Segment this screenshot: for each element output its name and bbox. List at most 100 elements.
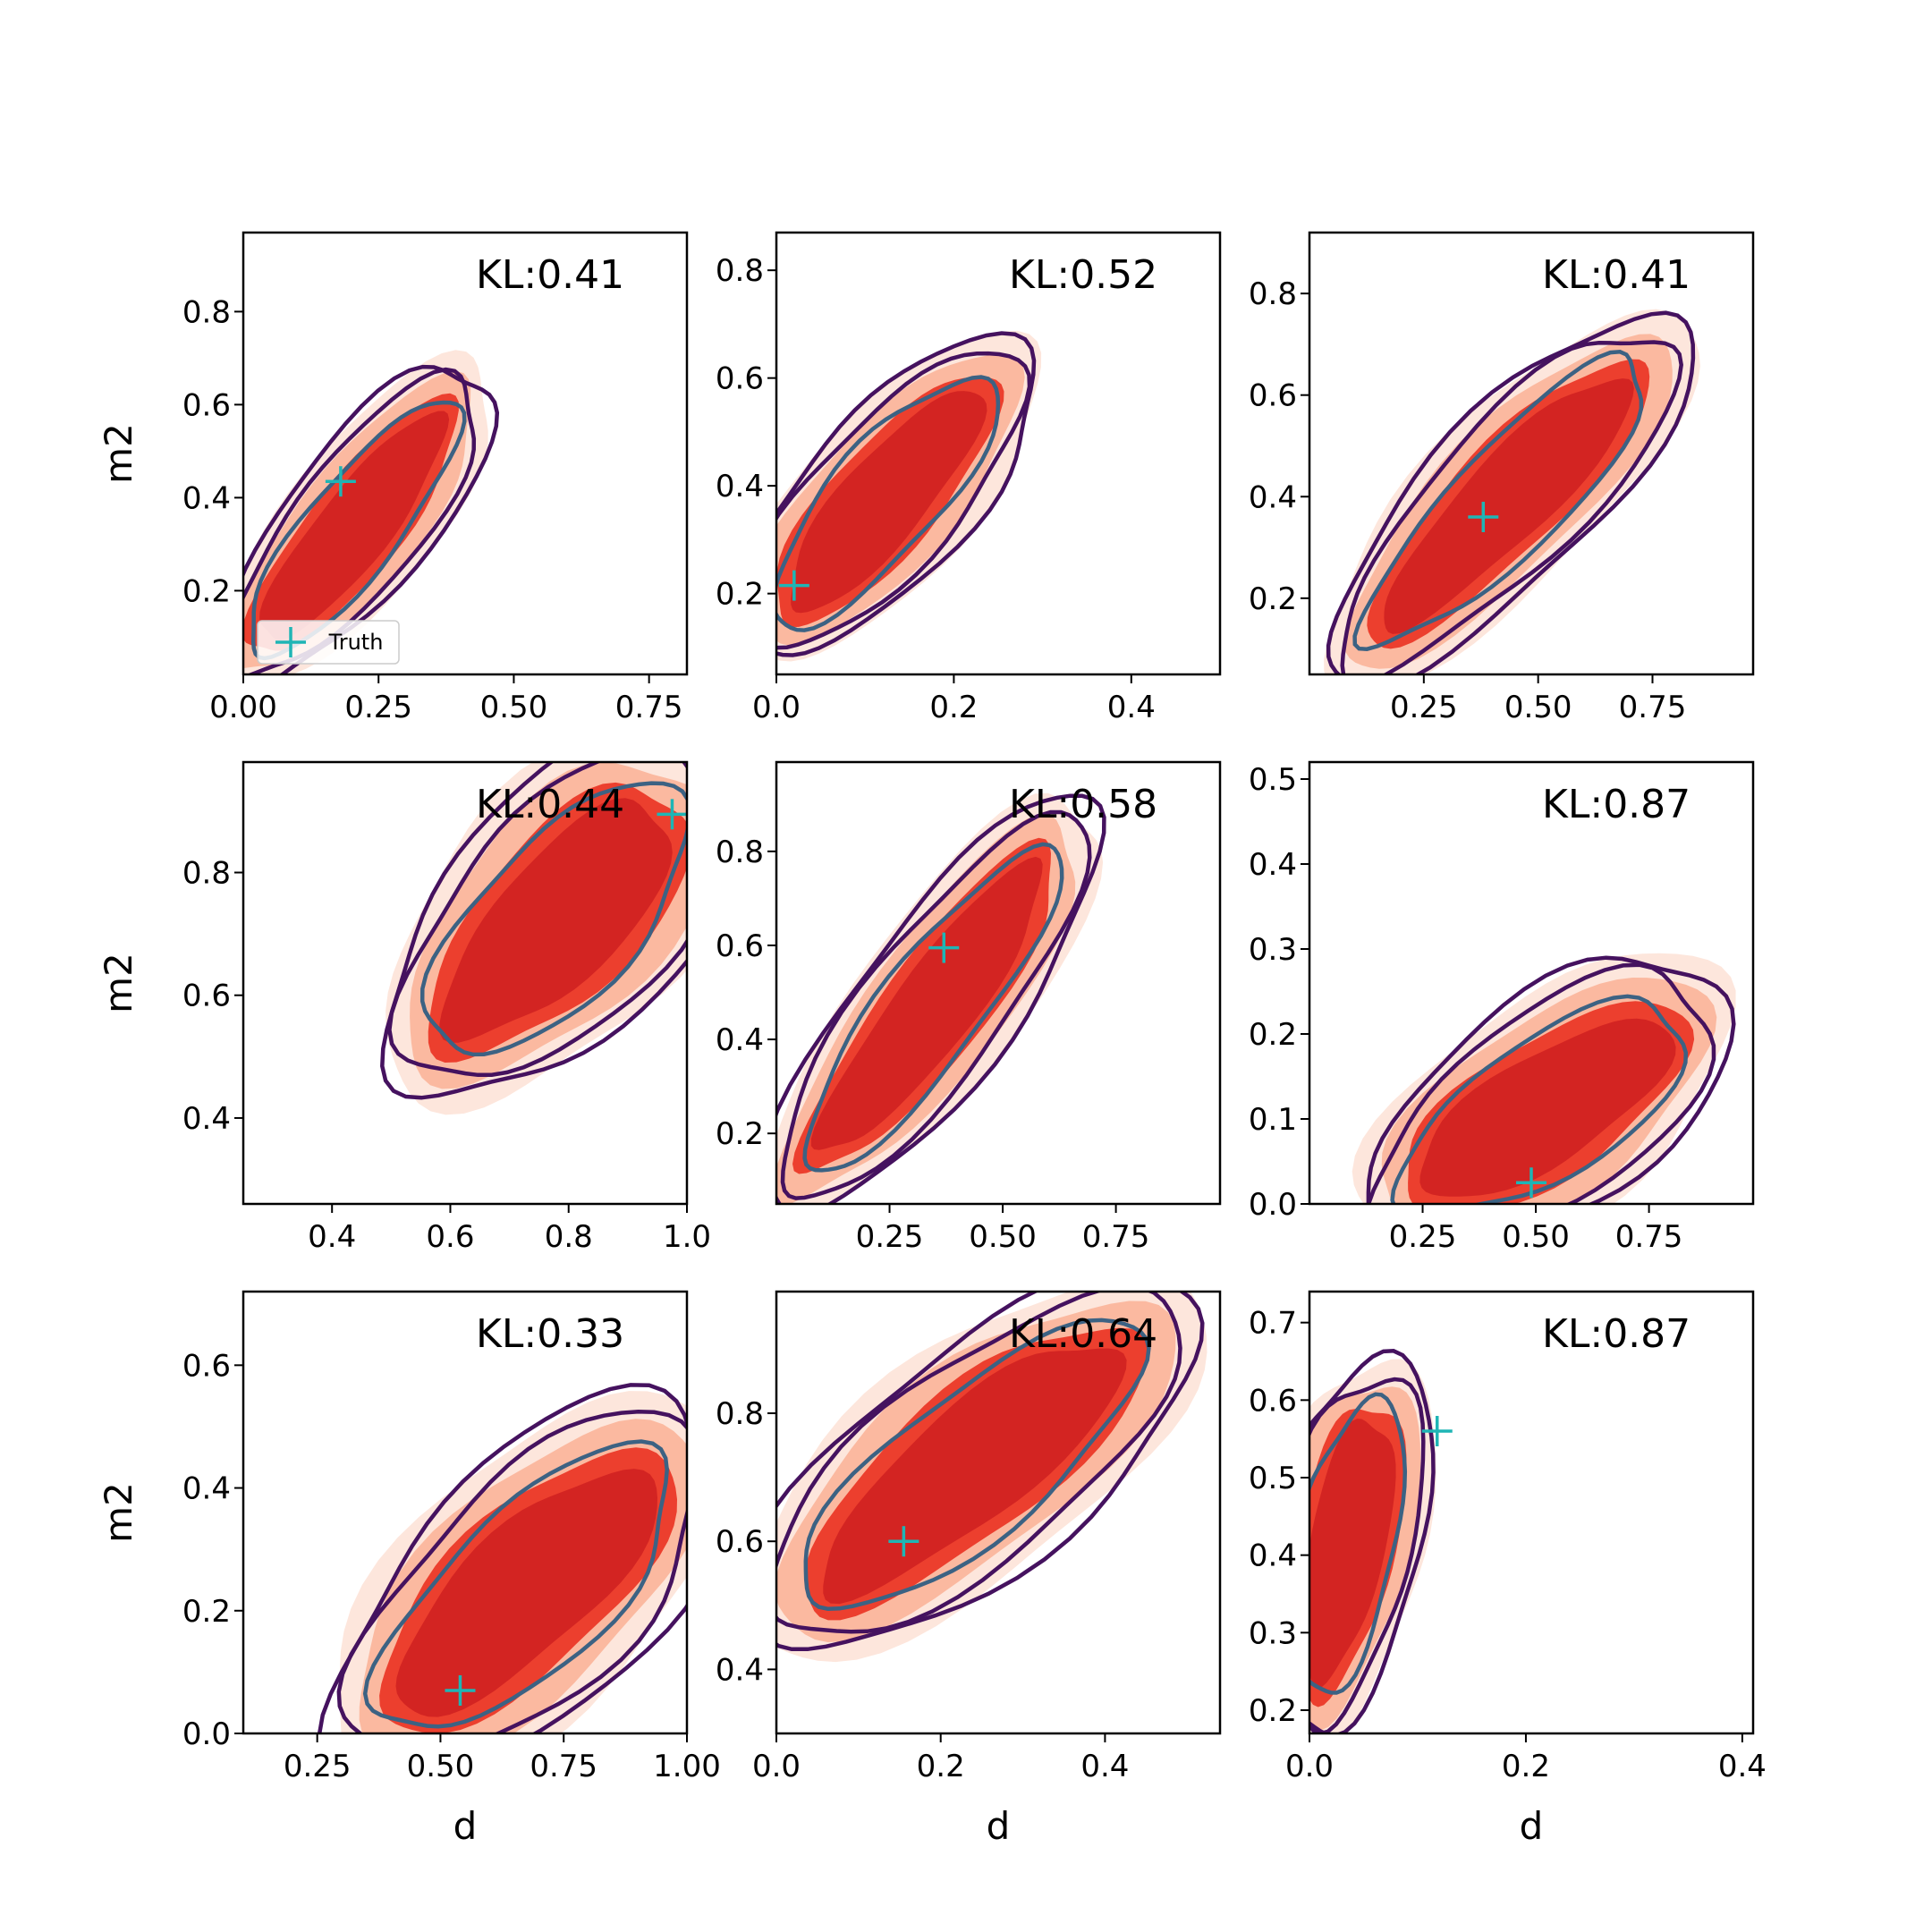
x-tick-label: 0.50	[1502, 1219, 1570, 1255]
x-tick-label: 0.50	[480, 690, 548, 725]
y-tick-label: 0.4	[182, 1101, 231, 1137]
contours	[243, 350, 500, 674]
contours	[1324, 309, 1700, 674]
y-tick-label: 0.4	[1249, 479, 1297, 515]
y-tick-label: 0.0	[1249, 1187, 1297, 1223]
y-tick-label: 0.8	[1249, 276, 1297, 312]
contours	[776, 330, 1042, 662]
y-tick-label: 0.7	[1249, 1306, 1297, 1342]
x-tick-label: 0.75	[1619, 690, 1687, 725]
axes-frame	[1308, 231, 1755, 676]
outer-contour-line	[1309, 1349, 1436, 1733]
kl-annotation: KL:0.41	[476, 252, 624, 298]
axes-frame	[242, 760, 689, 1206]
panel-4: 0.4 0.6 0.8 1.0 0.4 0.6 0.8 KL:0.44 m2	[97, 760, 711, 1255]
kl-annotation: KL:0.87	[1542, 782, 1690, 827]
axes-frame	[1308, 1290, 1755, 1735]
truth-marker	[1421, 1416, 1453, 1446]
inner-contour-line	[1390, 994, 1689, 1204]
density-fill-level-4	[1419, 1018, 1676, 1197]
contours	[776, 792, 1106, 1204]
middle-contour-line	[1340, 340, 1683, 674]
y-tick-label: 0.2	[182, 573, 231, 609]
inner-contour-line	[250, 400, 467, 661]
y-tick-label: 0.8	[716, 835, 764, 870]
outer-contour-line	[776, 1292, 1205, 1652]
x-tick-label: 0.25	[1389, 1219, 1457, 1255]
y-tick-label: 0.6	[182, 1348, 231, 1384]
y-tick-label: 0.5	[1249, 762, 1297, 798]
contours	[380, 762, 687, 1115]
x-tick-label: 0.25	[856, 1219, 924, 1255]
middle-contour-line	[780, 809, 1092, 1200]
contours	[1352, 953, 1736, 1204]
outer-contour-line	[776, 331, 1037, 657]
x-tick-label: 0.25	[284, 1749, 352, 1784]
panel-9: 0.0 0.2 0.4 0.2 0.3 0.4 0.5 0.6 0.7 KL:0.87 d	[1249, 1290, 1767, 1848]
inner-contour-line	[803, 1318, 1151, 1612]
y-tick-label: 0.8	[182, 856, 231, 892]
panel-8: 0.0 0.2 0.4 0.4 0.6 0.8 KL:0.64 d	[716, 1290, 1222, 1848]
x-tick-label: 0.25	[1390, 690, 1458, 725]
density-fill-level-4	[259, 411, 450, 640]
x-tick-label: 0.2	[917, 1749, 965, 1784]
y-axis-label: m2	[97, 423, 140, 484]
y-tick-label: 0.1	[1249, 1102, 1297, 1138]
outer-contour-line	[317, 1383, 687, 1733]
outer-contour-line	[1326, 310, 1696, 674]
middle-contour-line	[387, 762, 687, 1078]
density-fill-level-4	[1309, 1419, 1396, 1689]
truth-marker	[778, 570, 809, 601]
y-tick-label: 0.8	[716, 1396, 764, 1432]
y-tick-label: 0.5	[1249, 1461, 1297, 1496]
y-tick-label: 0.0	[182, 1716, 231, 1752]
axes-frame	[242, 231, 689, 676]
y-axis-label: m2	[97, 953, 140, 1013]
x-tick-label: 1.00	[653, 1749, 721, 1784]
inner-contour-line	[802, 842, 1064, 1173]
panel-2: 0.0 0.2 0.4 0.2 0.4 0.6 0.8 KL:0.52	[716, 231, 1222, 725]
panel-5: 0.25 0.50 0.75 0.2 0.4 0.6 0.8 KL:0.58	[716, 760, 1222, 1255]
x-axis-label: d	[1520, 1804, 1544, 1848]
x-tick-label: 0.75	[1615, 1219, 1683, 1255]
axes-frame	[775, 760, 1222, 1206]
x-tick-label: 0.2	[1502, 1749, 1550, 1784]
inner-contour-line	[419, 781, 687, 1057]
y-axis-label: m2	[97, 1482, 140, 1543]
x-axis-label: d	[987, 1804, 1011, 1848]
panel-3: 0.25 0.50 0.75 0.2 0.4 0.6 0.8 KL:0.41	[1249, 231, 1755, 725]
y-tick-label: 0.2	[1249, 581, 1297, 617]
density-fill-level-4	[395, 1469, 657, 1717]
y-tick-label: 0.2	[716, 1116, 764, 1152]
kl-annotation: KL:0.41	[1542, 252, 1690, 298]
y-tick-label: 0.4	[716, 1022, 764, 1058]
x-tick-label: 0.0	[752, 690, 801, 725]
truth-marker	[888, 1526, 919, 1557]
kl-annotation: KL:0.87	[1542, 1311, 1690, 1357]
inner-contour-line	[1352, 350, 1644, 651]
contours	[776, 1292, 1208, 1663]
x-axis-label: d	[453, 1804, 478, 1848]
x-tick-label: 0.75	[1082, 1219, 1150, 1255]
x-tick-label: 0.8	[545, 1219, 593, 1255]
x-tick-label: 0.50	[407, 1749, 475, 1784]
kl-annotation: KL:0.64	[1009, 1311, 1157, 1357]
panel-6: 0.25 0.50 0.75 0.0 0.1 0.2 0.3 0.4 0.5 KL:0.87	[1249, 760, 1755, 1255]
y-tick-label: 0.4	[1249, 1538, 1297, 1574]
y-tick-label: 0.6	[182, 979, 231, 1014]
truth-marker	[657, 799, 687, 830]
kl-annotation: KL:0.58	[1009, 782, 1157, 827]
legend-truth-marker	[275, 627, 306, 657]
y-tick-label: 0.3	[1249, 932, 1297, 968]
outer-contour-line	[243, 364, 500, 674]
x-tick-label: 0.0	[752, 1749, 801, 1784]
kl-annotation: KL:0.52	[1009, 252, 1157, 298]
y-tick-label: 0.4	[1249, 847, 1297, 883]
x-tick-label: 0.75	[530, 1749, 597, 1784]
x-tick-label: 0.4	[308, 1219, 356, 1255]
x-tick-label: 0.6	[426, 1219, 474, 1255]
truth-marker	[1516, 1167, 1546, 1199]
density-fill-level-4	[1384, 378, 1634, 634]
y-tick-label: 0.6	[716, 361, 764, 397]
